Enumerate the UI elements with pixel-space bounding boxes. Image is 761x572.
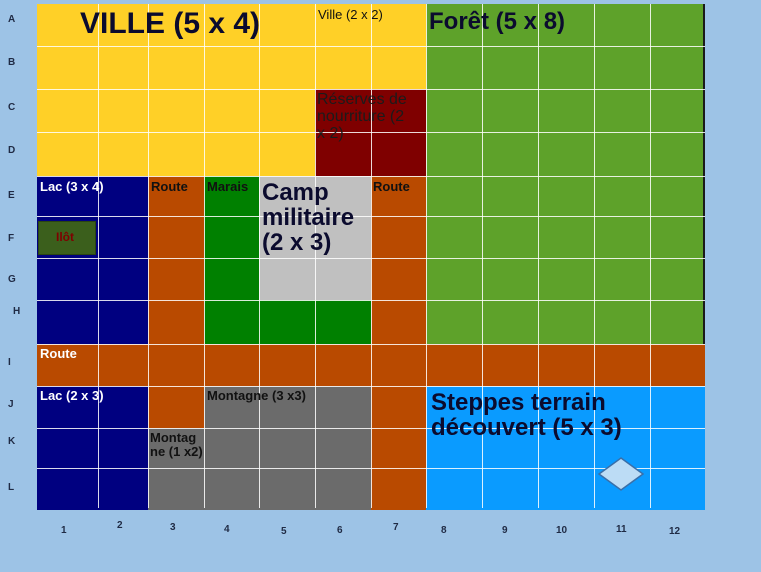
grid-line bbox=[204, 4, 205, 508]
grid-line bbox=[371, 4, 372, 508]
grid-line bbox=[259, 4, 260, 508]
col-label: 8 bbox=[441, 525, 447, 536]
label-reserves: Réserves de nourriture (2 x 2) bbox=[317, 91, 407, 142]
row-label: D bbox=[8, 145, 16, 156]
zone-lac-1 bbox=[37, 176, 148, 344]
col-label: 7 bbox=[393, 522, 399, 533]
grid-line bbox=[315, 4, 316, 508]
grid-line bbox=[426, 4, 427, 508]
grid-line bbox=[37, 46, 705, 47]
label-ville: VILLE (5 x 4) bbox=[80, 7, 261, 40]
row-label: H bbox=[13, 306, 21, 317]
label-ilot: Ilôt bbox=[56, 230, 74, 244]
row-label: A bbox=[8, 14, 16, 25]
label-lac-1: Lac (3 x 4) bbox=[40, 179, 104, 194]
label-ville-small: Ville (2 x 2) bbox=[318, 7, 383, 22]
row-label: B bbox=[8, 57, 16, 68]
grid-line bbox=[37, 216, 705, 217]
grid-line bbox=[37, 258, 705, 259]
col-label: 5 bbox=[281, 526, 287, 537]
diamond-marker bbox=[597, 457, 645, 491]
zone-steppes bbox=[426, 386, 705, 510]
zone-montagne-small bbox=[148, 428, 204, 510]
grid-line bbox=[37, 428, 705, 429]
label-montagne-small: Montagne (1 x2) bbox=[150, 430, 203, 459]
grid-line bbox=[37, 89, 705, 90]
col-label: 4 bbox=[224, 524, 230, 535]
row-label: F bbox=[8, 233, 15, 244]
label-steppes: Steppes terrain découvert (5 x 3) bbox=[431, 389, 622, 442]
grid-line bbox=[538, 4, 539, 508]
row-label: J bbox=[8, 399, 14, 410]
grid-line bbox=[37, 386, 705, 387]
col-label: 9 bbox=[502, 525, 508, 536]
col-label: 1 bbox=[61, 525, 67, 536]
grid-line bbox=[37, 344, 705, 345]
col-label: 12 bbox=[669, 526, 681, 537]
zone-ilot bbox=[38, 221, 96, 255]
label-route-2: Route bbox=[373, 179, 410, 194]
grid-line bbox=[148, 4, 149, 508]
zone-lac-2 bbox=[37, 386, 148, 510]
col-label: 3 bbox=[170, 522, 176, 533]
col-label: 11 bbox=[616, 524, 627, 535]
grid-line bbox=[650, 4, 651, 508]
zone-foret bbox=[426, 4, 705, 344]
col-label: 6 bbox=[337, 525, 343, 536]
zone-montagne-big bbox=[204, 386, 371, 510]
zone-route-1 bbox=[148, 176, 204, 344]
zone-route-2 bbox=[371, 176, 426, 510]
zone-ville bbox=[37, 4, 315, 176]
grid-line bbox=[482, 4, 483, 508]
grid-line bbox=[37, 132, 705, 133]
row-label: C bbox=[8, 102, 16, 113]
grid-line bbox=[37, 300, 705, 301]
grid-line bbox=[98, 4, 99, 508]
zone-route-3 bbox=[148, 386, 204, 428]
row-label: E bbox=[8, 190, 15, 201]
label-route-1: Route bbox=[151, 179, 188, 194]
row-label: G bbox=[8, 274, 16, 285]
label-foret: Forêt (5 x 8) bbox=[429, 8, 566, 35]
label-marais: Marais bbox=[207, 179, 249, 194]
label-route-h: Route bbox=[40, 346, 77, 361]
grid-line bbox=[37, 176, 705, 177]
grid-line bbox=[37, 468, 705, 469]
row-label: L bbox=[8, 482, 15, 493]
col-label: 10 bbox=[556, 525, 568, 536]
label-lac-2: Lac (2 x 3) bbox=[40, 388, 104, 403]
row-label: I bbox=[8, 357, 11, 368]
label-camp: Camp militaire (2 x 3) bbox=[262, 179, 355, 257]
label-montagne-big: Montagne (3 x3) bbox=[207, 388, 306, 403]
row-label: K bbox=[8, 436, 16, 447]
col-label: 2 bbox=[117, 520, 123, 531]
grid-line bbox=[594, 4, 595, 508]
